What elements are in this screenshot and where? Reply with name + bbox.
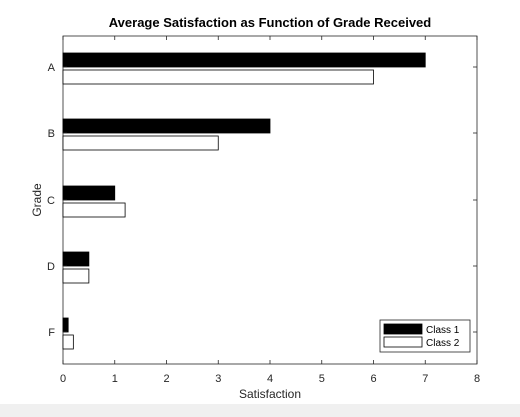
figure-footer-band (0, 404, 520, 417)
bar-d-series-2 (62, 268, 90, 284)
y-tick-label-d: D (47, 261, 55, 273)
bar-b-series-2 (62, 135, 219, 151)
plot-area (62, 35, 478, 365)
bar-a-series-1 (62, 52, 426, 68)
y-tick-label-b: B (48, 128, 55, 140)
x-tick-label-4: 4 (267, 373, 273, 385)
ticks-layer: A B C D F 0 1 2 3 4 5 6 7 8 (47, 36, 480, 385)
y-axis-label: Grade (30, 183, 44, 217)
legend-label-series-2: Class 2 (426, 338, 460, 349)
x-tick-label-6: 6 (370, 373, 376, 385)
bar-f-series-2 (62, 334, 74, 350)
x-tick-label-2: 2 (163, 373, 169, 385)
x-tick-label-0: 0 (60, 373, 66, 385)
legend-swatch-series-1 (383, 323, 423, 335)
bar-d-series-1 (62, 251, 90, 267)
x-tick-label-7: 7 (422, 373, 428, 385)
x-tick-label-1: 1 (112, 373, 118, 385)
x-tick-label-8: 8 (474, 373, 480, 385)
bars-layer (62, 52, 426, 350)
legend-label-series-1: Class 1 (426, 325, 460, 336)
x-tick-label-5: 5 (319, 373, 325, 385)
y-tick-label-c: C (47, 195, 55, 207)
x-tick-label-3: 3 (215, 373, 221, 385)
legend-swatch-series-2 (383, 336, 423, 348)
bar-c-series-2 (62, 202, 126, 218)
chart-title: Average Satisfaction as Function of Grad… (109, 15, 432, 30)
bar-f-series-1 (62, 317, 69, 333)
y-tick-label-a: A (48, 62, 56, 74)
bar-c-series-1 (62, 185, 116, 201)
bar-a-series-2 (62, 69, 374, 85)
x-axis-label: Satisfaction (239, 387, 301, 401)
legend: Class 1 Class 2 (379, 319, 471, 353)
bar-b-series-1 (62, 118, 271, 134)
y-tick-label-f: F (48, 327, 55, 339)
